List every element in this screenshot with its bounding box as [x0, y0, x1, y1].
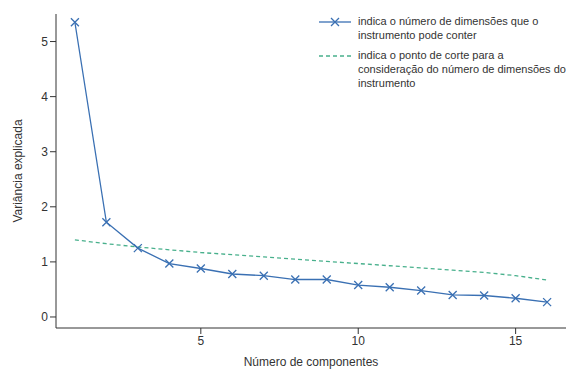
svg-text:1: 1: [41, 255, 48, 269]
svg-text:0: 0: [41, 310, 48, 324]
svg-text:Variância explicada: Variância explicada: [11, 119, 25, 222]
svg-text:Número de componentes: Número de componentes: [244, 355, 379, 369]
svg-text:5: 5: [41, 35, 48, 49]
svg-text:2: 2: [41, 200, 48, 214]
html-text:indica o número de dimensões q: indica o número de dimensões que o instr…: [358, 15, 539, 41]
svg-text:4: 4: [41, 90, 48, 104]
svg-text:5: 5: [197, 334, 204, 348]
svg-text:10: 10: [352, 334, 366, 348]
svg-text:3: 3: [41, 145, 48, 159]
svg-text:15: 15: [509, 334, 523, 348]
html-text:indica o ponto de corte para a: indica o ponto de corte para a considera…: [358, 49, 566, 89]
